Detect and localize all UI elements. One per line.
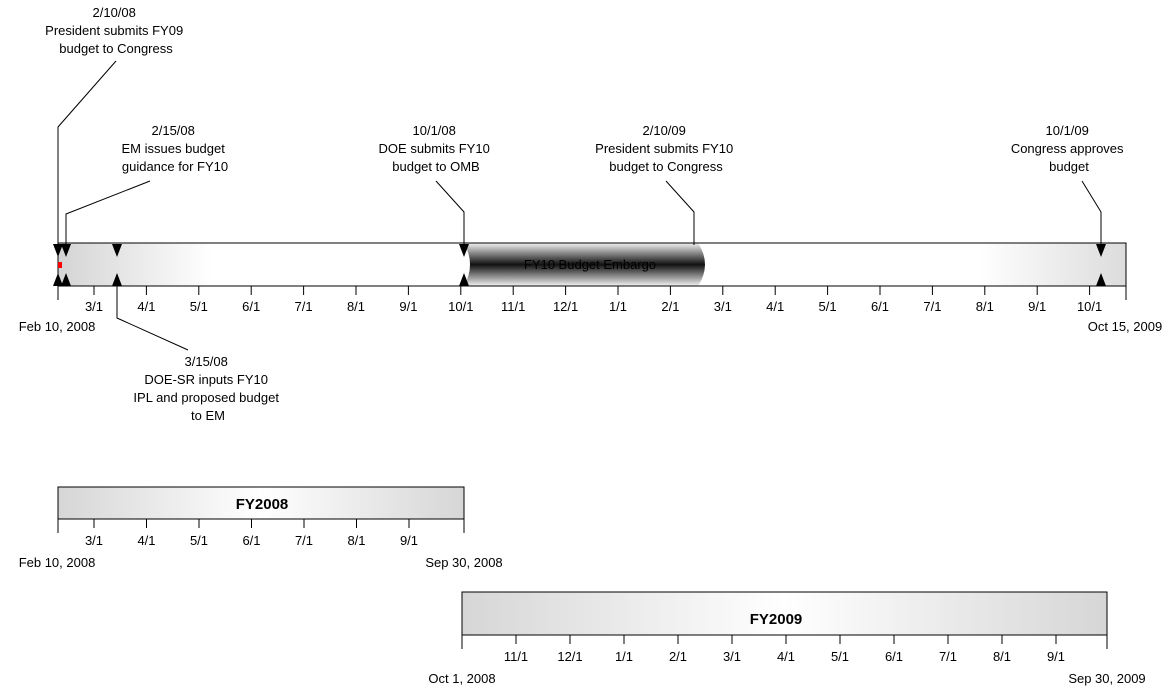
milestone-leader-line <box>1081 180 1102 245</box>
axis-tick-label: 4/1 <box>777 649 795 664</box>
fy2009-timeline: FY2009 11/1 12/1 1/1 2/1 3/1 4/1 5/1 6/1 7/1 8/1 9… <box>428 591 1146 686</box>
axis-tick-label: 8/1 <box>993 649 1011 664</box>
axis-tick-label: 1/1 <box>609 299 627 314</box>
main-timeline-bar-right <box>706 243 1126 286</box>
milestone-marker-top <box>53 244 63 257</box>
axis-tick-label: 2/1 <box>669 649 687 664</box>
axis-tick-label: 7/1 <box>295 299 313 314</box>
embargo-label: FY10 Budget Embargo <box>524 257 656 272</box>
axis-tick-label: 7/1 <box>939 649 957 664</box>
axis-tick-label: 10/1 <box>1077 299 1102 314</box>
axis-tick-label: 4/1 <box>137 533 155 548</box>
axis-tick-label: 9/1 <box>1047 649 1065 664</box>
milestone-leader-line <box>57 60 117 245</box>
fy2009-bar <box>461 591 1108 636</box>
axis-tick-label: 11/1 <box>501 299 525 314</box>
milestone-marker-top <box>1096 244 1106 257</box>
milestone-label: 10/1/08 DOE submits FY10 budget to OMB <box>379 123 494 174</box>
axis-tick-label: 6/1 <box>885 649 903 664</box>
axis-tick-label: 7/1 <box>923 299 941 314</box>
axis-tick-label: 5/1 <box>190 299 208 314</box>
axis-tick-label: 5/1 <box>819 299 837 314</box>
milestone-label: 3/15/08 DOE-SR inputs FY10 IPL and propo… <box>133 354 282 423</box>
axis-tick-label: 6/1 <box>871 299 889 314</box>
fy2008-end-label: Sep 30, 2008 <box>425 555 502 570</box>
fy2008-start-label: Feb 10, 2008 <box>19 555 96 570</box>
milestone-10-1-09: 10/1/09 Congress approves budget <box>1011 123 1127 286</box>
axis-tick-label: 1/1 <box>615 649 633 664</box>
axis-tick-label: 9/1 <box>400 533 418 548</box>
milestone-2-15-08: 2/15/08 EM issues budget guidance for FY… <box>61 123 228 286</box>
fy2009-start-label: Oct 1, 2008 <box>428 671 495 686</box>
milestone-leader-line <box>116 286 189 351</box>
milestone-leader-line <box>435 180 465 245</box>
milestone-marker-top <box>61 244 71 257</box>
fy2009-end-label: Sep 30, 2009 <box>1068 671 1145 686</box>
axis-tick-label: 8/1 <box>347 533 365 548</box>
start-marker <box>58 262 62 268</box>
milestone-marker-bottom <box>1096 273 1106 286</box>
milestone-label: 2/10/08 President submits FY09 budget to… <box>45 5 187 56</box>
milestone-10-1-08: 10/1/08 DOE submits FY10 budget to OMB <box>379 123 494 286</box>
main-start-label: Feb 10, 2008 <box>19 319 96 334</box>
milestone-marker-bottom <box>53 273 63 286</box>
milestone-marker-bottom <box>112 273 122 286</box>
axis-tick-label: 6/1 <box>242 299 260 314</box>
fy2008-axis-ticks: 3/1 4/1 5/1 6/1 7/1 8/1 9/1 <box>85 519 418 548</box>
axis-tick-label: 3/1 <box>723 649 741 664</box>
axis-tick-label: 10/1 <box>448 299 473 314</box>
fy2008-bar <box>57 486 465 520</box>
axis-tick-label: 2/1 <box>661 299 679 314</box>
main-timeline-bar-left <box>58 243 464 286</box>
main-end-label: Oct 15, 2009 <box>1088 319 1162 334</box>
milestone-marker-bottom <box>61 273 71 286</box>
fy2008-timeline: FY2008 3/1 4/1 5/1 6/1 7/1 8/1 9/1 Feb 10, 200… <box>19 486 503 570</box>
main-axis-ticks: 3/1 4/1 5/1 6/1 7/1 8/1 9/1 10/1 11/1 12/1 1/1 2/1 3… <box>85 286 1102 314</box>
axis-tick-label: 7/1 <box>295 533 313 548</box>
milestone-3-15-08: 3/15/08 DOE-SR inputs FY10 IPL and propo… <box>112 244 282 423</box>
axis-tick-label: 4/1 <box>137 299 155 314</box>
axis-tick-label: 3/1 <box>85 533 103 548</box>
milestone-label: 2/10/09 President submits FY10 budget to… <box>595 123 737 174</box>
embargo-band <box>464 243 705 286</box>
milestone-label: 10/1/09 Congress approves budget <box>1011 123 1127 174</box>
fy2009-axis-ticks: 11/1 12/1 1/1 2/1 3/1 4/1 5/1 6/1 7/1 8/1 9/1 <box>504 635 1065 664</box>
milestone-2-10-08: 2/10/08 President submits FY09 budget to… <box>45 5 187 286</box>
axis-tick-label: 5/1 <box>190 533 208 548</box>
axis-tick-label: 12/1 <box>557 649 582 664</box>
axis-tick-label: 3/1 <box>85 299 103 314</box>
milestone-marker-bottom <box>459 273 469 286</box>
fy2009-title: FY2009 <box>750 611 803 628</box>
axis-tick-label: 9/1 <box>1028 299 1046 314</box>
main-timeline: FY10 Budget Embargo 3/1 4/1 5/1 6/1 7/1 8/1 9/… <box>19 242 1162 334</box>
fy2008-title: FY2008 <box>236 496 289 513</box>
axis-tick-label: 6/1 <box>242 533 260 548</box>
axis-tick-label: 5/1 <box>831 649 849 664</box>
milestone-marker-top <box>112 244 122 257</box>
milestone-leader-line <box>665 180 695 245</box>
milestones: 2/10/08 President submits FY09 budget to… <box>45 5 1127 423</box>
axis-tick-label: 8/1 <box>347 299 365 314</box>
milestone-leader-line <box>65 180 151 245</box>
milestone-2-10-09: 2/10/09 President submits FY10 budget to… <box>595 123 737 245</box>
axis-tick-label: 9/1 <box>399 299 417 314</box>
axis-tick-label: 11/1 <box>504 649 528 664</box>
milestone-label: 2/15/08 EM issues budget guidance for FY… <box>122 123 229 174</box>
axis-tick-label: 4/1 <box>766 299 784 314</box>
milestone-marker-top <box>459 244 469 257</box>
axis-tick-label: 8/1 <box>976 299 994 314</box>
axis-tick-label: 12/1 <box>553 299 578 314</box>
axis-tick-label: 3/1 <box>714 299 732 314</box>
